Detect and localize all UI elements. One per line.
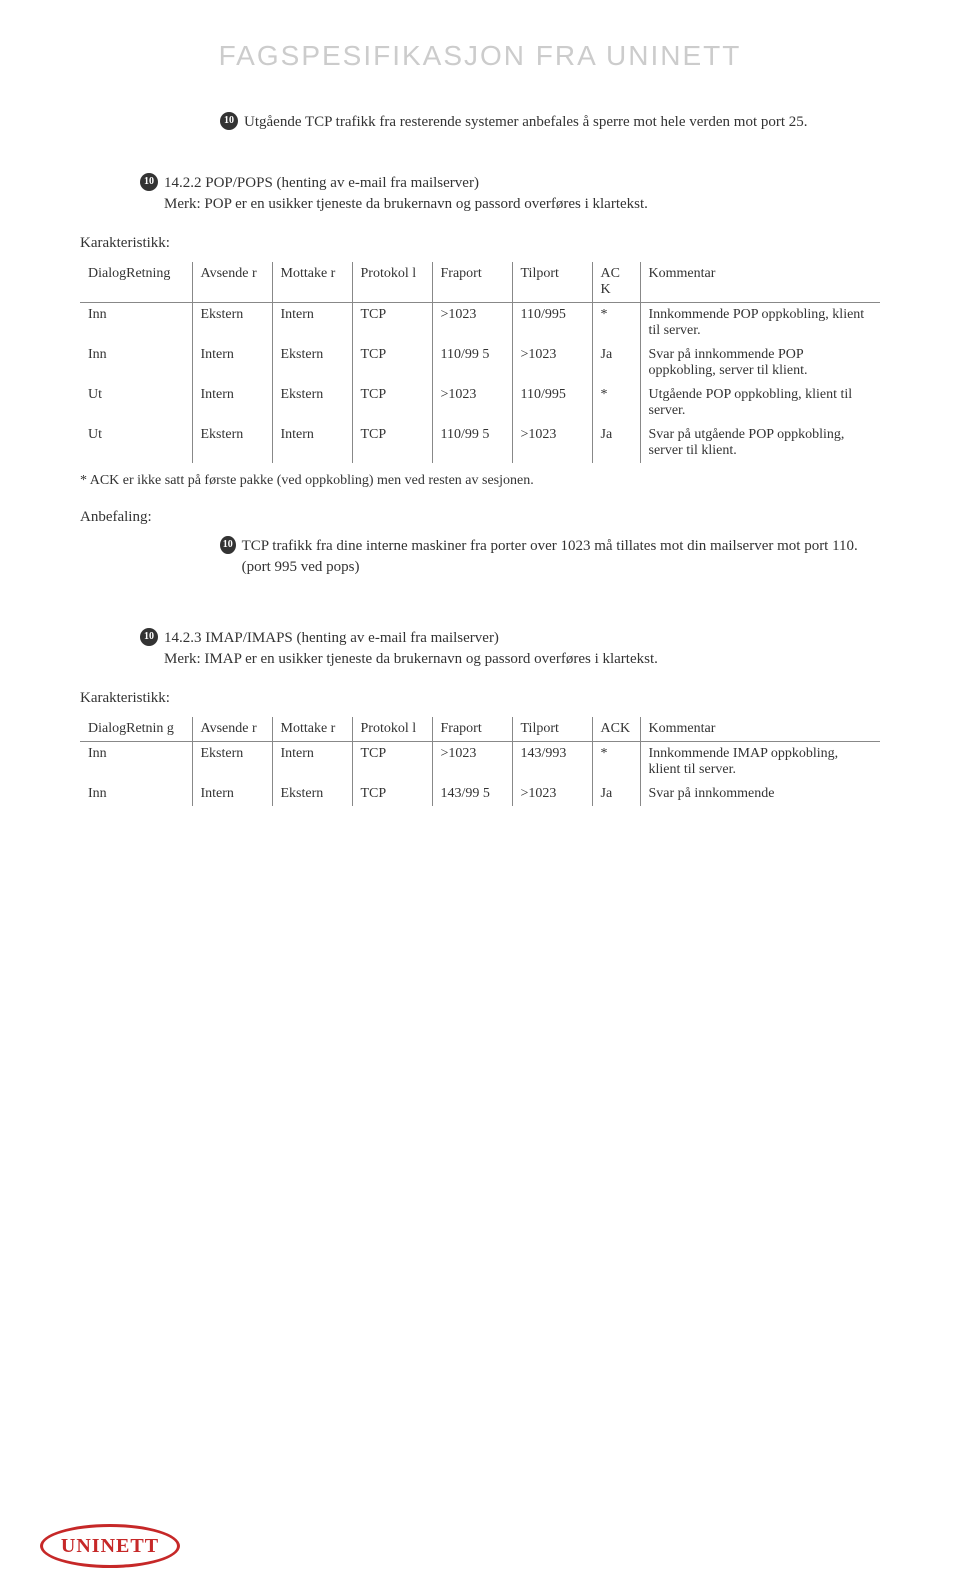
table2-header: ACK xyxy=(592,717,640,742)
section2: 10 14.2.3 IMAP/IMAPS (henting av e-mail … xyxy=(140,628,880,670)
table2-cell: 143/99 5 xyxy=(432,782,512,806)
table1-cell: Svar på utgående POP oppkobling, server … xyxy=(640,423,880,463)
table1-cell: 110/99 5 xyxy=(432,423,512,463)
table2-cell: Innkommende IMAP oppkobling, klient til … xyxy=(640,742,880,783)
table1-cell: TCP xyxy=(352,303,432,344)
anbefaling-label: Anbefaling: xyxy=(80,509,880,526)
table1-header: Tilport xyxy=(512,262,592,303)
table2: DialogRetnin g Avsende r Mottake r Proto… xyxy=(80,717,880,806)
table1-header: Avsende r xyxy=(192,262,272,303)
section2-heading: 14.2.3 IMAP/IMAPS (henting av e-mail fra… xyxy=(164,630,499,646)
table2-cell: TCP xyxy=(352,782,432,806)
table1-cell: 110/995 xyxy=(512,303,592,344)
table2-header: Protokol l xyxy=(352,717,432,742)
table2-cell: TCP xyxy=(352,742,432,783)
table2-cell: Intern xyxy=(192,782,272,806)
table1-cell: TCP xyxy=(352,343,432,383)
table2-header: DialogRetnin g xyxy=(80,717,192,742)
section1-note: Merk: POP er en usikker tjeneste da bruk… xyxy=(164,196,648,212)
karakteristikk-label: Karakteristikk: xyxy=(80,235,880,252)
section1-heading: 14.2.2 POP/POPS (henting av e-mail fra m… xyxy=(164,175,479,191)
table1-header: Mottake r xyxy=(272,262,352,303)
block1: 10 Utgående TCP trafikk fra resterende s… xyxy=(220,112,880,133)
table2-cell: >1023 xyxy=(512,782,592,806)
logo-oval: UNINETT xyxy=(40,1524,180,1568)
table1-cell: Ut xyxy=(80,423,192,463)
table-row: Ut Intern Ekstern TCP >1023 110/995 * Ut… xyxy=(80,383,880,423)
table2-header: Tilport xyxy=(512,717,592,742)
table2-cell: Inn xyxy=(80,742,192,783)
table1-cell: Ut xyxy=(80,383,192,423)
table2-cell: >1023 xyxy=(432,742,512,783)
table1-header: Protokol l xyxy=(352,262,432,303)
table1-cell: Intern xyxy=(192,383,272,423)
table2-cell: Ekstern xyxy=(192,742,272,783)
table1-cell: Ekstern xyxy=(272,343,352,383)
logo: UNINETT xyxy=(40,1524,180,1568)
block1-text: Utgående TCP trafikk fra resterende syst… xyxy=(244,112,808,133)
table-row: Inn Ekstern Intern TCP >1023 143/993 * I… xyxy=(80,742,880,783)
table2-cell: * xyxy=(592,742,640,783)
table-row: Inn Intern Ekstern TCP 110/99 5 >1023 Ja… xyxy=(80,343,880,383)
table1-header-row: DialogRetning Avsende r Mottake r Protok… xyxy=(80,262,880,303)
table2-cell: Svar på innkommende xyxy=(640,782,880,806)
table1-cell: >1023 xyxy=(512,423,592,463)
table2-cell: Ekstern xyxy=(272,782,352,806)
footnote1: * ACK er ikke satt på første pakke (ved … xyxy=(80,473,880,489)
logo-text: UNINETT xyxy=(61,1535,159,1558)
karakteristikk-label-2: Karakteristikk: xyxy=(80,690,880,707)
table2-header: Avsende r xyxy=(192,717,272,742)
table1-cell: 110/995 xyxy=(512,383,592,423)
table2-cell: Ja xyxy=(592,782,640,806)
table2-header: Fraport xyxy=(432,717,512,742)
table2-header: Kommentar xyxy=(640,717,880,742)
table1-cell: Innkommende POP oppkobling, klient til s… xyxy=(640,303,880,344)
table2-cell: 143/993 xyxy=(512,742,592,783)
table1-cell: Ja xyxy=(592,343,640,383)
table1-cell: >1023 xyxy=(432,383,512,423)
bullet-icon: 10 xyxy=(220,112,238,130)
table1-cell: TCP xyxy=(352,423,432,463)
table1-header: Kommentar xyxy=(640,262,880,303)
table2-header-row: DialogRetnin g Avsende r Mottake r Proto… xyxy=(80,717,880,742)
table1-header: Fraport xyxy=(432,262,512,303)
table-row: Ut Ekstern Intern TCP 110/99 5 >1023 Ja … xyxy=(80,423,880,463)
table1-cell: Inn xyxy=(80,303,192,344)
table1-cell: Utgående POP oppkobling, klient til serv… xyxy=(640,383,880,423)
table1-cell: Svar på innkommende POP oppkobling, serv… xyxy=(640,343,880,383)
table1-cell: Ja xyxy=(592,423,640,463)
table1-cell: 110/99 5 xyxy=(432,343,512,383)
table-row: Inn Intern Ekstern TCP 143/99 5 >1023 Ja… xyxy=(80,782,880,806)
table2-cell: Inn xyxy=(80,782,192,806)
table2-cell: Intern xyxy=(272,742,352,783)
table1-cell: Inn xyxy=(80,343,192,383)
table1-cell: * xyxy=(592,303,640,344)
table1-cell: Ekstern xyxy=(272,383,352,423)
table1-cell: Ekstern xyxy=(192,423,272,463)
table2-header: Mottake r xyxy=(272,717,352,742)
table1-header: AC K xyxy=(592,262,640,303)
table1-cell: >1023 xyxy=(432,303,512,344)
table1-cell: Intern xyxy=(192,343,272,383)
section1: 10 14.2.2 POP/POPS (henting av e-mail fr… xyxy=(140,173,880,215)
table-row: Inn Ekstern Intern TCP >1023 110/995 * I… xyxy=(80,303,880,344)
page-header-title: FAGSPESIFIKASJON FRA UNINETT xyxy=(80,40,880,72)
block2: 10 TCP trafikk fra dine interne maskiner… xyxy=(220,536,880,578)
section2-note: Merk: IMAP er en usikker tjeneste da bru… xyxy=(164,651,658,667)
bullet-icon: 10 xyxy=(220,536,236,554)
bullet-icon: 10 xyxy=(140,628,158,646)
table1-cell: Intern xyxy=(272,423,352,463)
table1: DialogRetning Avsende r Mottake r Protok… xyxy=(80,262,880,463)
table1-cell: TCP xyxy=(352,383,432,423)
block2-text: TCP trafikk fra dine interne maskiner fr… xyxy=(242,536,880,578)
table1-header: DialogRetning xyxy=(80,262,192,303)
table1-cell: Intern xyxy=(272,303,352,344)
bullet-icon: 10 xyxy=(140,173,158,191)
table1-cell: * xyxy=(592,383,640,423)
table1-cell: >1023 xyxy=(512,343,592,383)
table1-cell: Ekstern xyxy=(192,303,272,344)
